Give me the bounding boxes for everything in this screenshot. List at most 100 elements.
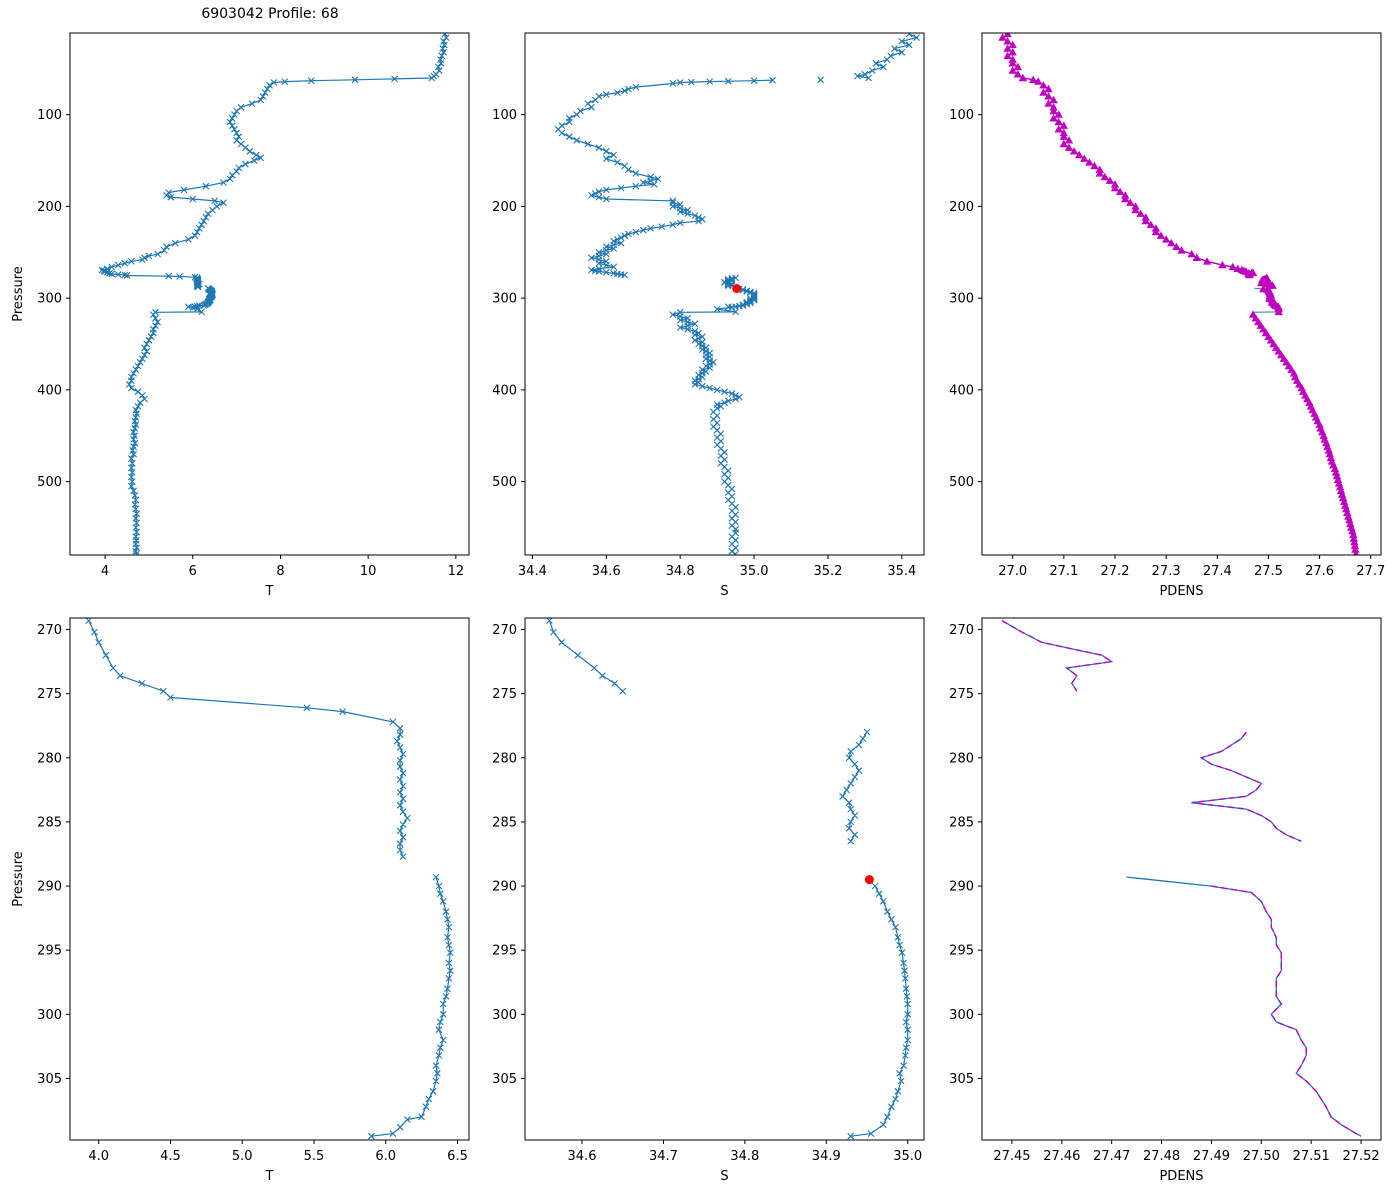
svg-text:290: 290 (492, 880, 517, 895)
svg-text:35.2: 35.2 (813, 564, 842, 579)
svg-text:5.5: 5.5 (304, 1149, 325, 1164)
svg-text:500: 500 (492, 475, 517, 490)
svg-text:27.1: 27.1 (1049, 564, 1078, 579)
svg-text:295: 295 (37, 944, 62, 959)
plot-frame (524, 617, 925, 1141)
temperature-profile-zoom-line (88, 620, 451, 1137)
svg-text:27.46: 27.46 (1043, 1149, 1080, 1164)
x-axis: 34.4 34.6 34.8 35.0 35.2 35.4 S (518, 555, 916, 599)
svg-text:280: 280 (492, 751, 517, 766)
svg-text:300: 300 (949, 292, 974, 307)
series-layer (546, 618, 912, 1140)
x-axis-label: S (720, 584, 728, 599)
temperature-profile-markers (98, 33, 450, 555)
y-axis-label: Pressure (11, 266, 26, 322)
svg-text:285: 285 (492, 815, 517, 830)
x-axis-label: T (265, 584, 274, 599)
svg-text:27.4: 27.4 (1203, 564, 1232, 579)
y-axis: 100 200 300 400 500 Pressure (11, 108, 70, 490)
svg-text:34.8: 34.8 (730, 1149, 759, 1164)
plot-salinity-full: 34.4 34.6 34.8 35.0 35.2 35.4 S 100 200 300 400 500 (492, 32, 925, 599)
svg-text:4.0: 4.0 (88, 1149, 109, 1164)
plot-salinity-zoom: 34.6 34.7 34.8 34.9 35.0 S 270 275 280 285 290 295 3… (492, 617, 925, 1184)
x-axis: 34.6 34.7 34.8 34.9 35.0 S (568, 1140, 922, 1184)
svg-text:27.45: 27.45 (993, 1149, 1030, 1164)
flagged-point-zoom-marker (864, 875, 874, 885)
svg-text:500: 500 (949, 475, 974, 490)
svg-text:100: 100 (949, 108, 974, 123)
salinity-profile-zoom-line (548, 620, 909, 1137)
svg-text:6: 6 (189, 564, 197, 579)
svg-text:27.52: 27.52 (1342, 1149, 1379, 1164)
svg-text:35.0: 35.0 (893, 1149, 922, 1164)
svg-text:27.48: 27.48 (1143, 1149, 1180, 1164)
x-axis-label: PDENS (1159, 1169, 1203, 1184)
svg-text:34.4: 34.4 (518, 564, 547, 579)
svg-text:285: 285 (37, 815, 62, 830)
svg-text:300: 300 (492, 1008, 517, 1023)
svg-text:270: 270 (949, 623, 974, 638)
frame (981, 32, 1382, 556)
svg-text:100: 100 (37, 108, 62, 123)
svg-text:100: 100 (492, 108, 517, 123)
svg-text:300: 300 (492, 292, 517, 307)
svg-text:280: 280 (949, 751, 974, 766)
pdens-profile-markers (998, 33, 1360, 555)
y-axis: 270 275 280 285 290 295 300 305 (949, 623, 982, 1087)
y-axis: 100 200 300 400 500 (492, 108, 525, 490)
temperature-profile-line (100, 33, 447, 555)
frame (524, 617, 925, 1141)
svg-text:400: 400 (492, 383, 517, 398)
svg-text:4.5: 4.5 (160, 1149, 181, 1164)
frame (69, 32, 470, 556)
svg-text:35.4: 35.4 (887, 564, 916, 579)
y-axis: 100 200 300 400 500 (949, 108, 982, 490)
svg-text:400: 400 (37, 383, 62, 398)
series-layer (1001, 619, 1362, 1137)
frame (524, 32, 925, 556)
y-axis: 270 275 280 285 290 295 300 305 Pressure (11, 623, 70, 1087)
x-axis-label: PDENS (1159, 584, 1203, 599)
svg-text:4: 4 (101, 564, 109, 579)
svg-text:5.0: 5.0 (232, 1149, 253, 1164)
temperature-profile-zoom-markers (85, 618, 454, 1140)
svg-text:275: 275 (492, 687, 517, 702)
figure-title: 6903042 Profile: 68 (201, 6, 339, 22)
salinity-profile-line (557, 33, 919, 555)
svg-text:27.2: 27.2 (1101, 564, 1130, 579)
svg-text:285: 285 (949, 815, 974, 830)
svg-text:500: 500 (37, 475, 62, 490)
flagged-point-marker (732, 284, 742, 293)
pdens-dashed-line-zoom-line (1001, 619, 1362, 1137)
x-axis: 4.0 4.5 5.0 5.5 6.0 6.5 T (88, 1140, 468, 1184)
plot-frame (981, 32, 1382, 556)
svg-text:200: 200 (492, 200, 517, 215)
svg-text:275: 275 (949, 687, 974, 702)
svg-text:27.3: 27.3 (1152, 564, 1181, 579)
svg-text:270: 270 (492, 623, 517, 638)
series-layer (85, 618, 454, 1140)
svg-text:275: 275 (37, 687, 62, 702)
plot-temperature-full: 4 6 8 10 12 T 100 200 300 400 500 Pressure (11, 32, 470, 599)
x-axis: 27.0 27.1 27.2 27.3 27.4 27.5 27.6 27.7 PDENS (998, 555, 1385, 599)
svg-text:34.6: 34.6 (592, 564, 621, 579)
series-layer (998, 33, 1360, 555)
x-axis-label: T (265, 1169, 274, 1184)
plot-pdens-zoom: 27.45 27.46 27.47 27.48 27.49 27.50 27.51 27.52… (949, 617, 1382, 1184)
svg-text:290: 290 (37, 880, 62, 895)
plot-pdens-full: 27.0 27.1 27.2 27.3 27.4 27.5 27.6 27.7 PDENS 100… (949, 32, 1385, 599)
plot-frame (69, 617, 470, 1141)
svg-text:34.8: 34.8 (666, 564, 695, 579)
svg-text:300: 300 (37, 292, 62, 307)
svg-text:34.6: 34.6 (568, 1149, 597, 1164)
y-axis-label: Pressure (11, 851, 26, 907)
svg-text:200: 200 (949, 200, 974, 215)
svg-text:34.9: 34.9 (812, 1149, 841, 1164)
svg-text:270: 270 (37, 623, 62, 638)
svg-text:27.51: 27.51 (1293, 1149, 1330, 1164)
svg-text:35.0: 35.0 (740, 564, 769, 579)
frame (69, 617, 470, 1141)
series-layer (98, 33, 450, 555)
svg-text:305: 305 (492, 1072, 517, 1087)
